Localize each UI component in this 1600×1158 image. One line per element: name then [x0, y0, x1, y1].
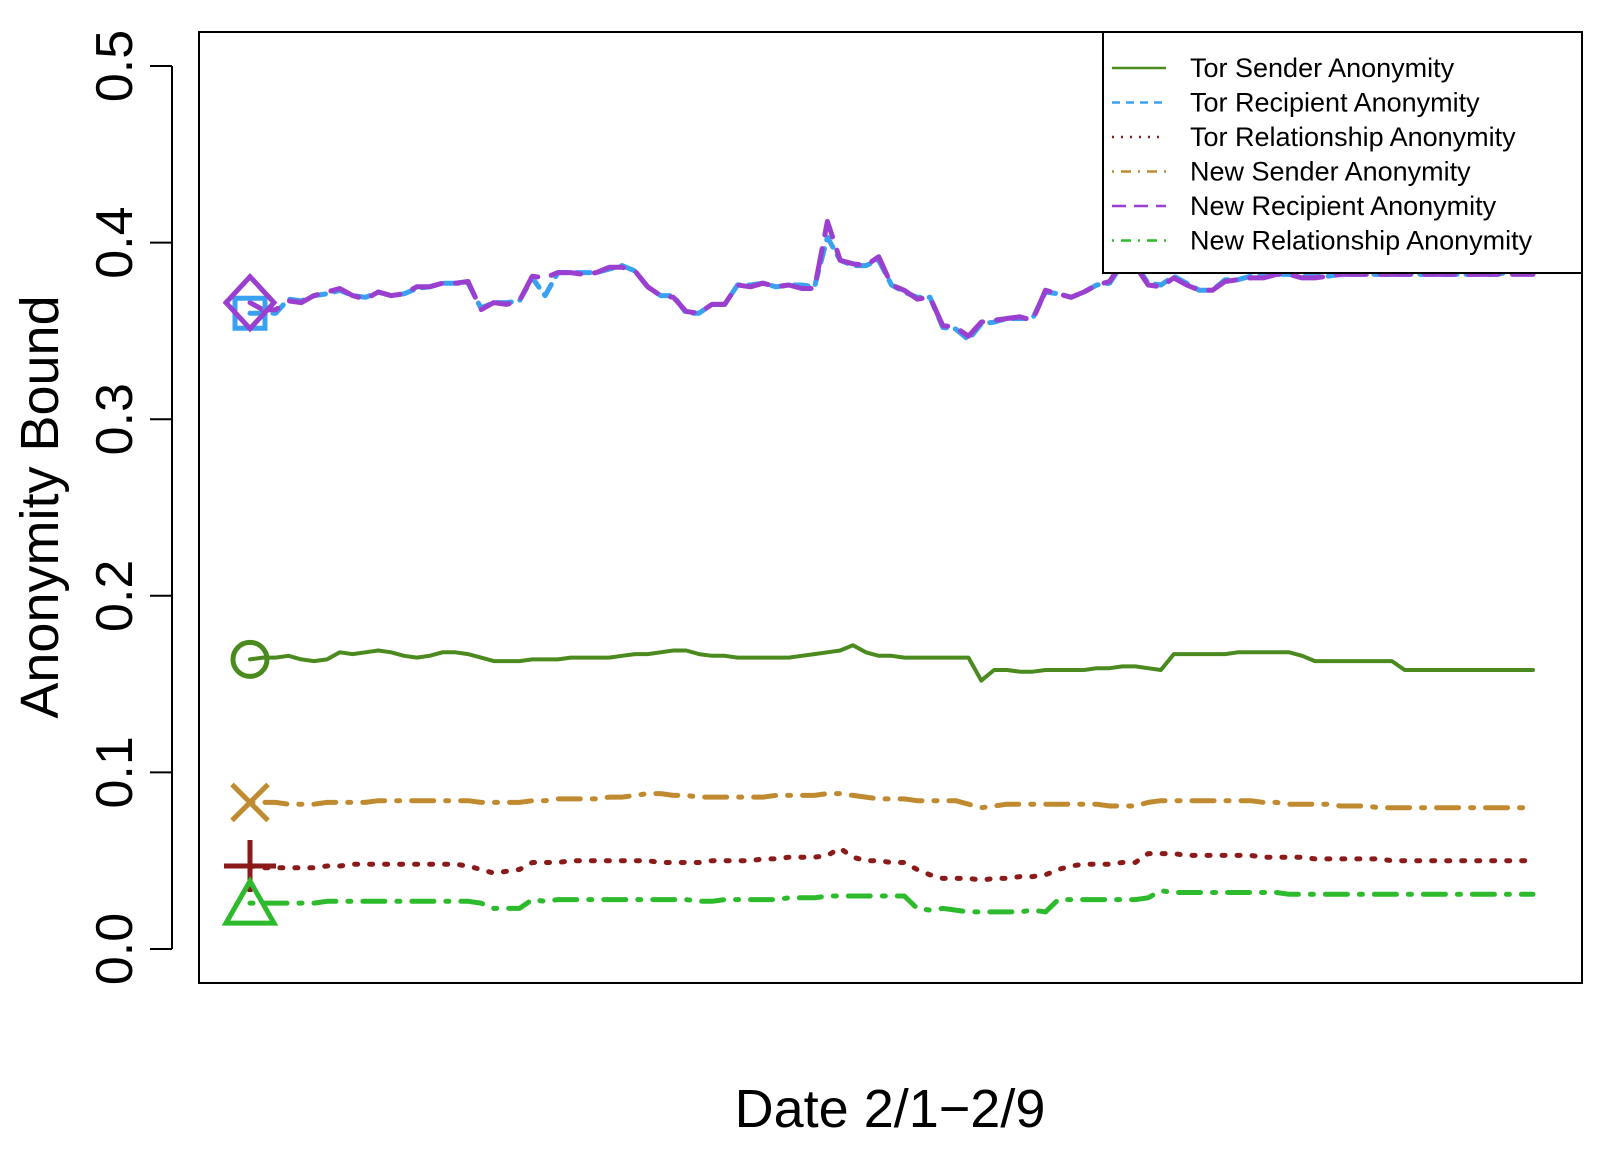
series-layer: [247, 218, 1536, 915]
x-axis-title: Date 2/1−2/9: [735, 1079, 1046, 1139]
legend: Tor Sender Anonymity Tor Recipient Anonym…: [1102, 31, 1583, 274]
legend-box: [1102, 31, 1583, 274]
legend-label-2: Tor Relationship Anonymity: [1190, 122, 1516, 152]
y-tick-label-0: 0.0: [86, 913, 144, 985]
start-marker-new-relationship-anonymity: [221, 876, 279, 926]
legend-label-3: New Sender Anonymity: [1190, 157, 1471, 187]
start-marker-tor-sender-anonymity: [230, 639, 270, 679]
y-tick-label-3: 0.3: [86, 383, 144, 455]
legend-label-4: New Recipient Anonymity: [1190, 191, 1497, 221]
y-tick-label-4: 0.4: [86, 206, 144, 278]
series-line-new-sender-anonymity: [247, 791, 1536, 811]
legend-label-5: New Relationship Anonymity: [1190, 226, 1533, 256]
series-line-tor-sender-anonymity: [248, 643, 1535, 683]
series-line-new-recipient-anonymity: [247, 218, 1536, 339]
legend-label-1: Tor Recipient Anonymity: [1190, 88, 1480, 118]
start-marker-new-recipient-anonymity: [222, 272, 278, 333]
y-axis-title: Anonymity Bound: [10, 295, 70, 718]
plot-frame: [198, 31, 1583, 984]
series-line-tor-relationship-anonymity: [247, 845, 1536, 883]
y-tick-label-5: 0.5: [86, 30, 144, 102]
start-marker-new-sender-anonymity: [230, 782, 270, 823]
series-line-new-relationship-anonymity: [247, 888, 1536, 915]
y-tick-label-1: 0.1: [86, 736, 144, 808]
legend-label-0: Tor Sender Anonymity: [1190, 53, 1455, 83]
y-axis: 0.0 0.1 0.2 0.3 0.4 0.5: [86, 30, 173, 985]
marker-layer: [221, 272, 279, 926]
y-tick-label-2: 0.2: [86, 560, 144, 632]
